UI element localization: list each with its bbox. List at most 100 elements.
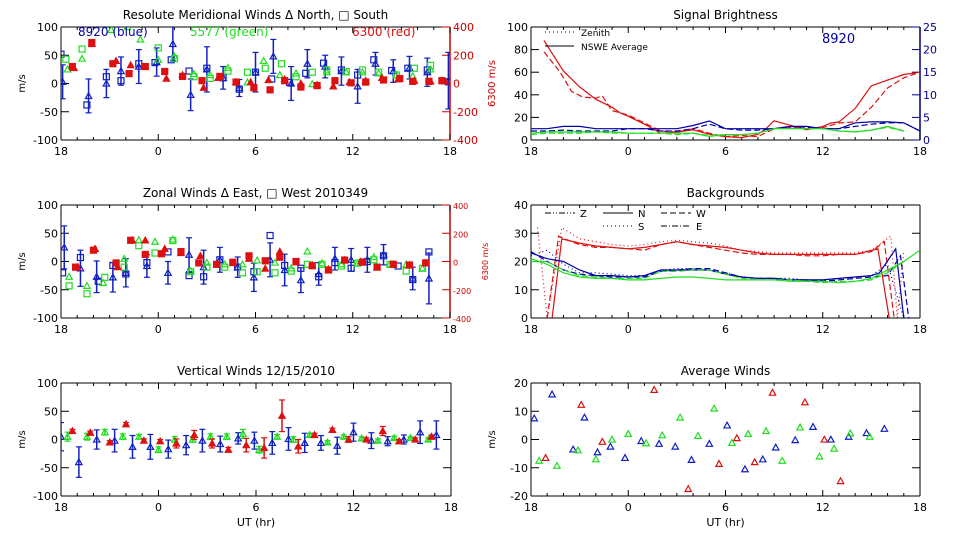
data-point-triangle	[199, 83, 208, 91]
y-axis-label: m/s	[487, 430, 498, 448]
data-point-square	[379, 252, 388, 260]
series-6300-south	[68, 38, 446, 94]
data-point-triangle	[61, 77, 67, 85]
legend: Zenith NSWE Average	[545, 29, 648, 53]
y-tick-label: 100	[507, 21, 528, 34]
data-point-square	[245, 252, 253, 260]
data-point-square	[281, 77, 289, 85]
data-point-triangle	[353, 81, 362, 90]
data-point-square	[266, 86, 274, 94]
data-point-triangle	[415, 427, 425, 436]
data-point-triangle	[224, 445, 233, 453]
series-line-6300-w	[546, 235, 895, 318]
series-8920	[531, 389, 889, 473]
data-point-triangle	[146, 442, 155, 451]
annotation-label: 8920	[822, 32, 855, 47]
y-tick-label: 100	[37, 21, 58, 34]
data-point-square	[89, 246, 98, 254]
data-point-triangle	[128, 442, 137, 451]
data-point-square	[266, 231, 274, 240]
data-point-triangle	[238, 259, 247, 268]
data-point-square	[297, 83, 305, 91]
data-point-triangle	[270, 258, 280, 266]
data-point-square	[323, 66, 331, 74]
data-point-square	[347, 79, 355, 87]
data-point-square	[402, 267, 410, 275]
data-point-square	[185, 272, 193, 280]
data-point-square	[422, 259, 430, 267]
y2-tick-label: 15	[923, 66, 937, 79]
y2-tick-label: 200	[453, 230, 468, 239]
y-tick-label: -100	[33, 134, 58, 147]
data-point-triangle	[61, 432, 66, 440]
data-point-square	[438, 77, 446, 85]
data-point-square	[362, 78, 370, 86]
data-point-triangle	[367, 436, 376, 444]
data-point-triangle	[322, 67, 332, 76]
data-point-square	[297, 264, 305, 272]
x-tick-label: 0	[625, 323, 632, 336]
data-point-triangle	[709, 403, 719, 412]
data-point-square	[250, 84, 258, 92]
data-point-triangle	[64, 272, 74, 280]
x-tick-label: 0	[155, 501, 162, 514]
x-axis-label: UT (hr)	[706, 516, 744, 529]
data-point-square	[221, 263, 229, 271]
x-tick-label: 18	[444, 501, 458, 514]
data-point-square	[277, 60, 286, 68]
data-point-square	[68, 62, 76, 71]
data-point-square	[141, 250, 149, 259]
data-point-square	[388, 66, 396, 75]
x-tick-label: 6	[722, 323, 729, 336]
data-point-triangle	[658, 430, 667, 439]
data-point-square	[261, 257, 269, 265]
data-point-square	[373, 263, 381, 271]
data-point-square	[161, 67, 169, 76]
y2-tick-label: -200	[453, 287, 471, 296]
data-point-square	[405, 261, 414, 269]
data-point-triangle	[186, 266, 195, 275]
data-point-triangle	[534, 456, 544, 464]
data-point-square	[127, 236, 135, 244]
data-point-triangle	[329, 81, 338, 90]
series-line-6300-n	[551, 238, 890, 318]
data-point-square	[232, 78, 240, 86]
y-tick-label: 10	[514, 405, 528, 418]
data-point-square	[177, 248, 185, 256]
series-5577-south	[62, 44, 435, 83]
data-point-triangle	[107, 27, 116, 33]
data-point-triangle	[399, 435, 409, 443]
y2-tick-label: 10	[923, 89, 937, 102]
data-point-triangle	[836, 476, 845, 485]
data-point-triangle	[389, 433, 399, 441]
data-point-triangle	[362, 435, 371, 443]
data-point-triangle	[259, 56, 268, 65]
data-point-square	[379, 76, 388, 84]
data-point-triangle	[275, 247, 285, 255]
data-point-triangle	[357, 433, 366, 442]
data-point-square	[331, 77, 339, 85]
data-point-square	[308, 262, 316, 270]
data-point-square	[71, 263, 80, 271]
data-point-triangle	[154, 445, 163, 453]
data-point-triangle	[531, 413, 539, 422]
data-point-square	[324, 266, 333, 274]
data-point-square	[78, 45, 86, 53]
data-point-square	[238, 269, 247, 277]
data-point-triangle	[580, 413, 589, 421]
data-point-triangle	[223, 63, 233, 71]
data-point-triangle	[820, 435, 829, 443]
data-point-square	[243, 68, 251, 76]
data-point-triangle	[808, 422, 818, 430]
data-point-square	[178, 72, 187, 81]
y-tick-label: 0	[521, 434, 528, 447]
data-point-triangle	[829, 444, 839, 452]
series-5577	[63, 427, 433, 454]
data-point-square	[425, 77, 433, 85]
data-point-triangle	[310, 430, 319, 439]
data-point-square	[170, 55, 179, 63]
data-point-square	[83, 290, 91, 298]
data-point-triangle	[162, 74, 171, 82]
data-point-triangle	[727, 438, 737, 447]
